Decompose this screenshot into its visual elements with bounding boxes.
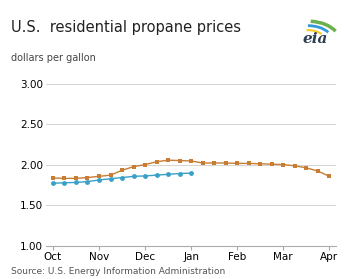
2020-21 <box>143 174 147 178</box>
2019-20 <box>166 158 170 162</box>
2019-20 <box>97 175 101 178</box>
2019-20 <box>51 176 55 180</box>
2019-20 <box>62 177 67 180</box>
2020-21 <box>51 182 55 185</box>
Text: dollars per gallon: dollars per gallon <box>11 53 96 63</box>
2020-21 <box>108 177 113 181</box>
2019-20 <box>247 162 251 165</box>
2019-20 <box>258 162 262 165</box>
2019-20 <box>304 166 308 170</box>
2019-20 <box>224 161 228 165</box>
2020-21 <box>131 175 136 178</box>
2020-21 <box>74 181 78 184</box>
2019-20 <box>131 165 136 168</box>
2020-21 <box>97 178 101 182</box>
2019-20 <box>293 164 297 167</box>
2019-20 <box>281 163 285 166</box>
Text: Source: U.S. Energy Information Administration: Source: U.S. Energy Information Administ… <box>11 267 225 276</box>
2019-20 <box>201 161 205 165</box>
2020-21 <box>85 180 90 183</box>
Line: 2020-21: 2020-21 <box>51 171 194 186</box>
2019-20 <box>327 175 331 178</box>
2019-20 <box>143 163 147 166</box>
Line: 2019-20: 2019-20 <box>51 158 332 181</box>
2019-20 <box>177 159 182 162</box>
2019-20 <box>270 163 274 166</box>
2019-20 <box>154 160 159 163</box>
2020-21 <box>120 176 124 179</box>
2019-20 <box>316 169 320 173</box>
2019-20 <box>108 174 113 177</box>
2020-21 <box>177 172 182 175</box>
2019-20 <box>235 162 239 165</box>
2020-21 <box>154 174 159 177</box>
2020-21 <box>166 173 170 176</box>
2019-20 <box>189 159 193 163</box>
2020-21 <box>189 171 193 175</box>
2019-20 <box>74 177 78 180</box>
2020-21 <box>62 181 67 184</box>
2019-20 <box>85 176 90 179</box>
2019-20 <box>212 161 216 165</box>
2019-20 <box>120 169 124 172</box>
Text: U.S.  residential propane prices: U.S. residential propane prices <box>11 20 241 35</box>
Text: eia: eia <box>302 32 328 46</box>
